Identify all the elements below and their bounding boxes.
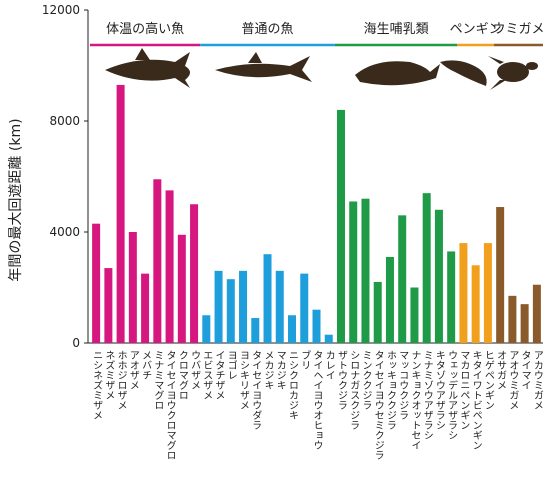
bar: [153, 179, 162, 343]
x-tick-label: タイマイ: [519, 350, 531, 390]
bar: [483, 243, 492, 343]
x-tick-label: マカロニペンギン: [458, 350, 470, 430]
x-tick-label: エビスザメ: [201, 350, 213, 400]
bar: [92, 223, 101, 343]
bar: [214, 270, 223, 343]
x-tick-label: カレイ: [323, 350, 335, 380]
bar: [447, 251, 456, 343]
bar: [226, 279, 235, 343]
silhouettes: [105, 48, 538, 90]
bar: [422, 193, 431, 343]
bar: [141, 273, 150, 343]
bar: [275, 270, 284, 343]
bar: [410, 287, 419, 343]
x-tick-label: クロマグロ: [176, 350, 188, 400]
bar: [177, 234, 186, 343]
x-tick-label: アオザメ: [127, 350, 139, 390]
bar: [312, 309, 321, 343]
x-tick-label: キタイワトビペンギン: [470, 350, 482, 450]
bar: [508, 295, 517, 343]
x-tick-label: タイセイヨウセミクジラ: [372, 350, 384, 460]
x-tick-label: キタゾウアザラシ: [433, 350, 445, 430]
bar: [398, 215, 407, 343]
group-label: 海生哺乳類: [364, 22, 429, 37]
bar: [336, 109, 345, 344]
bar: [434, 209, 443, 343]
bar: [373, 281, 382, 343]
bar: [520, 304, 529, 343]
x-tick-label: ナンキョクオットセイ: [409, 350, 421, 450]
bar: [263, 254, 272, 343]
x-tick-label: アカウミガメ: [531, 350, 542, 410]
bar: [288, 315, 297, 343]
bar: [496, 207, 505, 343]
y-tick-label: 0: [72, 336, 80, 350]
x-tick-label: ウェッデルアザラシ: [446, 350, 458, 440]
x-tick-label: マッコウクジラ: [397, 350, 408, 420]
bar: [202, 315, 211, 343]
x-tick-label: オサガメ: [495, 350, 507, 390]
y-tick-label: 8000: [49, 114, 80, 128]
bar: [251, 318, 260, 343]
y-tick-label: 4000: [49, 225, 80, 239]
x-tick-label: ウバザメ: [189, 350, 201, 390]
bar: [361, 198, 370, 343]
x-tick-label: ホホジロザメ: [115, 350, 127, 410]
x-tick-label: アオウミガメ: [507, 350, 518, 410]
x-tick-label: ネズミザメ: [103, 350, 115, 400]
y-axis-label: 年間の最大回遊距離 (km): [7, 118, 24, 281]
x-tick-label: シロナガスクジラ: [348, 350, 359, 430]
group-label: ペンギン: [450, 22, 502, 37]
x-tick-label: ホッキョククジラ: [384, 350, 396, 430]
x-tick-label: イタチザメ: [213, 350, 225, 400]
bar: [104, 268, 113, 343]
y-tick-label: 12000: [42, 3, 80, 17]
x-tick-label: ミナミゾウアザラシ: [421, 350, 433, 440]
x-tick-label: ミンククジラ: [360, 350, 371, 410]
bar: [385, 256, 394, 343]
x-tick-label: メカジキ: [262, 350, 273, 390]
bar: [165, 190, 174, 343]
bar: [324, 334, 333, 343]
group-label: 体温の高い魚: [106, 21, 184, 37]
bar: [349, 201, 358, 343]
bar: [239, 270, 248, 343]
bar: [116, 84, 125, 344]
group-label: 普通の魚: [242, 22, 294, 37]
group-label: ウミガメ: [493, 22, 545, 37]
x-tick-label: タイヘイヨウオヒョウ: [311, 350, 323, 450]
x-tick-label: ニシネズミザメ: [91, 350, 103, 420]
x-tick-label: ヨゴレ: [225, 350, 236, 380]
bar: [459, 243, 468, 343]
bar: [300, 273, 309, 343]
x-tick-label: タイセイヨウダラ: [250, 350, 262, 430]
x-tick-label: メバチ: [140, 350, 152, 380]
x-tick-label: ニシクロカジキ: [287, 350, 298, 420]
x-tick-label: タイセイヨウクロマグロ: [164, 350, 176, 460]
bar: [532, 284, 541, 343]
x-tick-label: ザトウクジラ: [335, 350, 347, 410]
x-tick-label: ヒゲペンギン: [482, 350, 494, 410]
bar: [471, 265, 480, 343]
x-tick-label: ヨシキリザメ: [238, 350, 250, 410]
x-tick-label: ブリ: [299, 349, 310, 370]
x-tick-label: ミナミマグロ: [152, 350, 164, 410]
x-tick-label: マカジキ: [274, 350, 285, 390]
bar: [190, 204, 199, 343]
bar: [128, 232, 137, 343]
